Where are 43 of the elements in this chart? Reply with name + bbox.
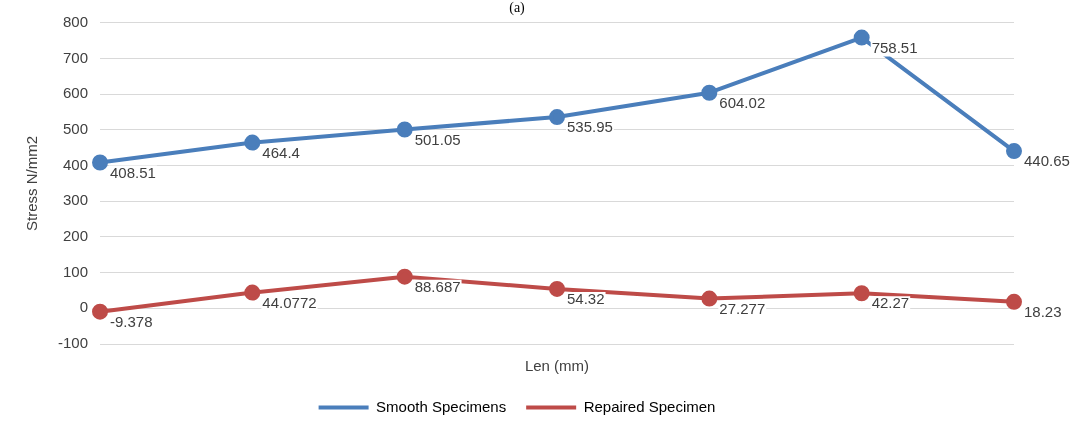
data-label: -9.378 — [110, 312, 153, 330]
y-tick-label: 500 — [62, 120, 89, 138]
data-label: 27.277 — [719, 299, 766, 317]
point — [549, 109, 566, 126]
chart-title: (a) — [509, 0, 526, 17]
point — [1006, 143, 1022, 160]
y-axis-title: Stress N/mm2 — [23, 135, 41, 231]
y-tick-label: 300 — [62, 191, 89, 209]
data-label: 501.05 — [414, 130, 461, 148]
point — [92, 154, 109, 171]
y-tick-label: 700 — [62, 48, 89, 66]
data-label: 54.32 — [567, 290, 605, 308]
y-tick-label: 100 — [62, 262, 89, 280]
data-label: 440.65 — [1024, 152, 1070, 170]
y-tick-label: -100 — [57, 334, 89, 352]
y-tick-label: 800 — [62, 12, 89, 30]
y-tick-label: 200 — [62, 227, 89, 245]
y-tick-label: 400 — [62, 155, 89, 173]
point — [92, 303, 109, 320]
data-label: 535.95 — [567, 118, 613, 136]
point — [1006, 293, 1022, 310]
data-label: 408.51 — [110, 163, 156, 181]
y-tick-label: 600 — [62, 84, 89, 102]
point — [853, 285, 870, 302]
point — [396, 121, 413, 138]
data-label: 88.687 — [414, 277, 461, 295]
point — [701, 84, 718, 101]
y-tick-label: 0 — [79, 298, 89, 316]
point — [549, 280, 566, 297]
point — [853, 29, 870, 46]
point — [244, 134, 261, 151]
data-label: 42.27 — [871, 294, 910, 312]
data-label: 604.02 — [719, 93, 766, 111]
point — [396, 268, 413, 285]
point — [244, 284, 261, 301]
data-label: 758.51 — [871, 38, 918, 56]
x-axis-title: Len (mm) — [524, 357, 590, 375]
data-label: 18.23 — [1024, 302, 1062, 320]
legend-label: Smooth Specimens — [376, 397, 507, 415]
point — [701, 290, 718, 307]
legend-label: Repaired Specimen — [583, 397, 716, 415]
data-label: 464.4 — [262, 143, 300, 161]
data-label: 44.0772 — [262, 293, 317, 311]
